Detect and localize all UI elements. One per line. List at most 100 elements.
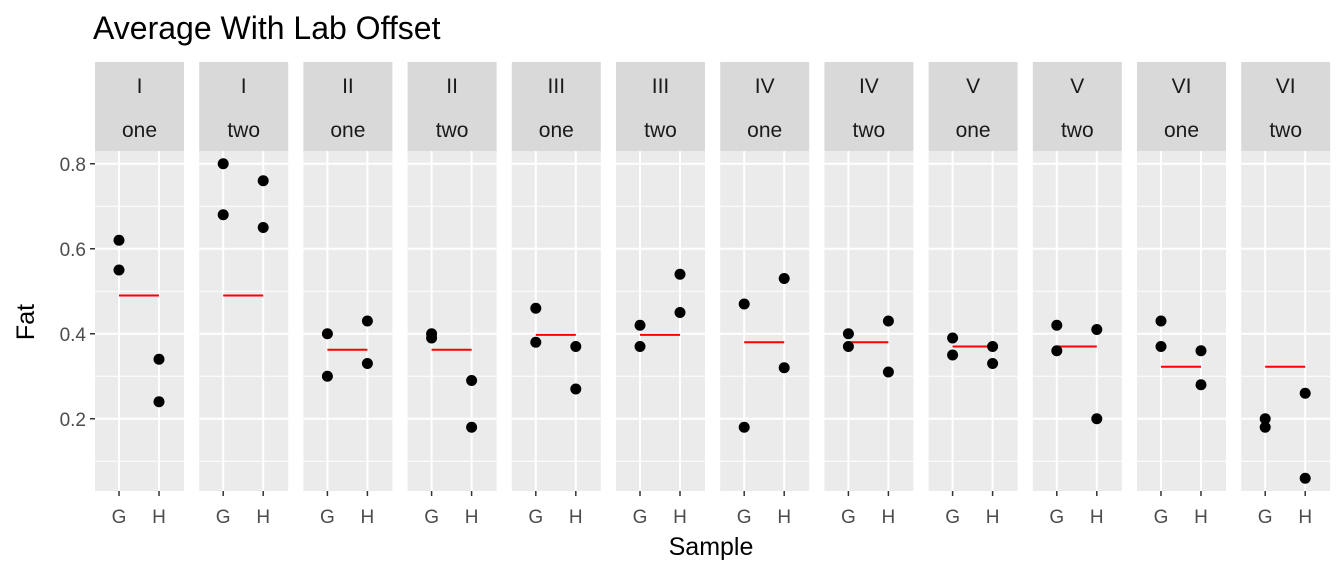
data-point bbox=[987, 341, 999, 352]
facet-panel: VI one G H bbox=[1137, 62, 1226, 528]
strip-lab-label: IV bbox=[755, 75, 775, 98]
strip-lab-label: VI bbox=[1172, 75, 1192, 98]
x-tick-label: H bbox=[882, 507, 896, 528]
data-point bbox=[361, 315, 373, 327]
x-tick-label: H bbox=[673, 507, 687, 528]
strip-technician-label: one bbox=[1164, 119, 1199, 142]
strip-lab-label: II bbox=[342, 75, 354, 98]
strip-technician-label: two bbox=[227, 119, 260, 142]
facet-strip bbox=[1241, 62, 1331, 151]
data-point bbox=[217, 209, 229, 221]
data-point bbox=[674, 268, 686, 280]
x-tick-label: H bbox=[152, 507, 166, 528]
facet-panel: II one G H bbox=[303, 62, 393, 528]
data-point bbox=[113, 234, 125, 246]
strip-technician-label: one bbox=[539, 119, 574, 142]
facet-strip bbox=[95, 62, 184, 151]
x-tick-label: H bbox=[986, 507, 1000, 528]
data-point bbox=[634, 341, 646, 352]
facet-strip bbox=[199, 62, 289, 151]
x-axis-title: Sample bbox=[669, 533, 754, 561]
facet-strip bbox=[1137, 62, 1226, 151]
data-point bbox=[1299, 472, 1311, 484]
strip-lab-label: III bbox=[652, 75, 670, 98]
x-tick-label: H bbox=[361, 507, 375, 528]
strip-lab-label: V bbox=[966, 75, 980, 98]
data-point bbox=[1195, 379, 1207, 391]
data-point bbox=[842, 341, 854, 352]
facet-panel: III two G H bbox=[616, 62, 705, 528]
data-point bbox=[1155, 341, 1167, 352]
y-tick-label: 0.2 bbox=[60, 410, 86, 431]
data-point bbox=[426, 332, 438, 344]
y-tick-label: 0.6 bbox=[60, 240, 86, 261]
panel-background bbox=[1137, 151, 1226, 491]
data-point bbox=[1051, 319, 1063, 331]
strip-technician-label: two bbox=[1061, 119, 1094, 142]
facet-strip bbox=[928, 62, 1018, 151]
strip-technician-label: two bbox=[436, 119, 469, 142]
data-point bbox=[1195, 345, 1207, 357]
data-point bbox=[361, 358, 373, 369]
facet-strip bbox=[720, 62, 810, 151]
facet-strip bbox=[1032, 62, 1122, 151]
panel-background bbox=[824, 151, 914, 491]
data-point bbox=[1091, 413, 1103, 425]
panel-background bbox=[511, 151, 601, 491]
data-point bbox=[530, 336, 542, 348]
x-tick-label: G bbox=[945, 507, 960, 528]
strip-technician-label: one bbox=[330, 119, 365, 142]
y-axis-title: Fat bbox=[12, 304, 40, 340]
strip-lab-label: III bbox=[548, 75, 566, 98]
strip-technician-label: one bbox=[122, 119, 157, 142]
strip-technician-label: two bbox=[644, 119, 677, 142]
data-point bbox=[634, 319, 646, 331]
x-tick-label: H bbox=[256, 507, 270, 528]
x-tick-label: H bbox=[1298, 507, 1312, 528]
y-tick-label: 0.4 bbox=[60, 325, 87, 346]
x-tick-label: G bbox=[1154, 507, 1169, 528]
data-point bbox=[1299, 387, 1311, 399]
panel-background bbox=[199, 151, 289, 491]
facet-strip bbox=[824, 62, 914, 151]
data-point bbox=[570, 383, 582, 395]
x-tick-label: H bbox=[465, 507, 479, 528]
facet-strip bbox=[616, 62, 705, 151]
facet-strip bbox=[303, 62, 393, 151]
x-tick-label: G bbox=[737, 507, 752, 528]
data-point bbox=[1091, 324, 1103, 335]
x-tick-label: H bbox=[569, 507, 583, 528]
data-point bbox=[738, 298, 750, 310]
data-point bbox=[882, 315, 894, 327]
facet-panel: IV one G H bbox=[720, 62, 810, 528]
x-tick-label: H bbox=[1090, 507, 1104, 528]
strip-lab-label: VI bbox=[1276, 75, 1296, 98]
data-point bbox=[947, 332, 959, 344]
facet-panel: IV two G H bbox=[824, 62, 914, 528]
strip-technician-label: one bbox=[747, 119, 782, 142]
x-tick-label: G bbox=[216, 507, 231, 528]
x-tick-label: G bbox=[1258, 507, 1273, 528]
strip-lab-label: I bbox=[137, 75, 143, 98]
facet-strip bbox=[407, 62, 497, 151]
data-point bbox=[217, 158, 229, 170]
facet-panel: III one G H bbox=[511, 62, 601, 528]
x-tick-label: G bbox=[841, 507, 856, 528]
data-point bbox=[947, 349, 959, 361]
data-point bbox=[321, 370, 333, 382]
data-point bbox=[113, 264, 125, 276]
panel-background bbox=[303, 151, 393, 491]
panel-background bbox=[95, 151, 184, 491]
data-point bbox=[842, 328, 854, 340]
y-tick-label: 0.8 bbox=[60, 155, 86, 176]
data-point bbox=[466, 421, 478, 433]
data-point bbox=[466, 375, 478, 386]
facet-panel: II two G H bbox=[407, 62, 497, 528]
data-point bbox=[674, 307, 686, 318]
